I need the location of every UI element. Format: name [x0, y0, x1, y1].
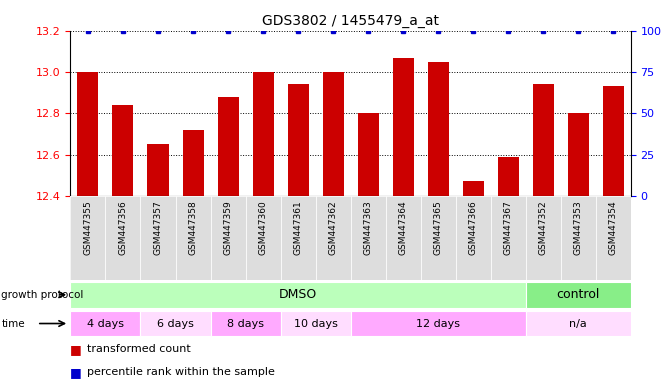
- Bar: [183, 130, 203, 196]
- FancyBboxPatch shape: [70, 196, 105, 280]
- Bar: [217, 97, 239, 196]
- Text: DMSO: DMSO: [279, 288, 317, 301]
- Title: GDS3802 / 1455479_a_at: GDS3802 / 1455479_a_at: [262, 14, 439, 28]
- FancyBboxPatch shape: [456, 196, 491, 280]
- Text: GSM447353: GSM447353: [574, 200, 582, 255]
- Text: control: control: [556, 288, 600, 301]
- Text: 8 days: 8 days: [227, 318, 264, 329]
- Text: 6 days: 6 days: [157, 318, 194, 329]
- Text: GSM447354: GSM447354: [609, 200, 618, 255]
- FancyBboxPatch shape: [176, 196, 211, 280]
- Text: GSM447357: GSM447357: [154, 200, 162, 255]
- Bar: [323, 72, 344, 196]
- Text: GSM447365: GSM447365: [433, 200, 443, 255]
- Text: transformed count: transformed count: [87, 344, 191, 354]
- Text: ■: ■: [70, 343, 86, 356]
- FancyBboxPatch shape: [491, 196, 525, 280]
- Text: percentile rank within the sample: percentile rank within the sample: [87, 367, 275, 377]
- Bar: [252, 72, 274, 196]
- Text: GSM447355: GSM447355: [83, 200, 93, 255]
- Text: GSM447356: GSM447356: [119, 200, 127, 255]
- Bar: [393, 58, 413, 196]
- FancyBboxPatch shape: [70, 196, 631, 280]
- Bar: [568, 113, 588, 196]
- Bar: [498, 157, 519, 196]
- FancyBboxPatch shape: [315, 196, 350, 280]
- FancyBboxPatch shape: [211, 196, 246, 280]
- FancyBboxPatch shape: [140, 311, 211, 336]
- Bar: [288, 84, 309, 196]
- Bar: [462, 181, 484, 196]
- FancyBboxPatch shape: [596, 196, 631, 280]
- FancyBboxPatch shape: [140, 196, 176, 280]
- Bar: [358, 113, 378, 196]
- FancyBboxPatch shape: [525, 282, 631, 308]
- FancyBboxPatch shape: [280, 311, 350, 336]
- Text: ■: ■: [70, 366, 86, 379]
- FancyBboxPatch shape: [561, 196, 596, 280]
- FancyBboxPatch shape: [211, 311, 280, 336]
- Text: GSM447364: GSM447364: [399, 200, 407, 255]
- Bar: [148, 144, 168, 196]
- Text: GSM447363: GSM447363: [364, 200, 372, 255]
- Text: GSM447366: GSM447366: [468, 200, 478, 255]
- Text: GSM447361: GSM447361: [294, 200, 303, 255]
- FancyBboxPatch shape: [386, 196, 421, 280]
- FancyBboxPatch shape: [350, 196, 386, 280]
- Bar: [603, 86, 624, 196]
- Text: GSM447358: GSM447358: [189, 200, 197, 255]
- Text: 10 days: 10 days: [294, 318, 338, 329]
- Text: GSM447359: GSM447359: [223, 200, 233, 255]
- FancyBboxPatch shape: [421, 196, 456, 280]
- FancyBboxPatch shape: [246, 196, 280, 280]
- FancyBboxPatch shape: [350, 311, 525, 336]
- FancyBboxPatch shape: [525, 311, 631, 336]
- FancyBboxPatch shape: [105, 196, 140, 280]
- Bar: [427, 62, 449, 196]
- Text: time: time: [1, 318, 25, 329]
- FancyBboxPatch shape: [70, 282, 525, 308]
- Text: GSM447367: GSM447367: [504, 200, 513, 255]
- Bar: [77, 72, 99, 196]
- Text: GSM447352: GSM447352: [539, 200, 548, 255]
- Text: GSM447360: GSM447360: [258, 200, 268, 255]
- FancyBboxPatch shape: [525, 196, 561, 280]
- Bar: [533, 84, 554, 196]
- Text: growth protocol: growth protocol: [1, 290, 84, 300]
- Text: 12 days: 12 days: [416, 318, 460, 329]
- Bar: [113, 105, 134, 196]
- FancyBboxPatch shape: [280, 196, 315, 280]
- Text: n/a: n/a: [569, 318, 587, 329]
- Text: 4 days: 4 days: [87, 318, 124, 329]
- Text: GSM447362: GSM447362: [329, 200, 338, 255]
- FancyBboxPatch shape: [70, 311, 140, 336]
